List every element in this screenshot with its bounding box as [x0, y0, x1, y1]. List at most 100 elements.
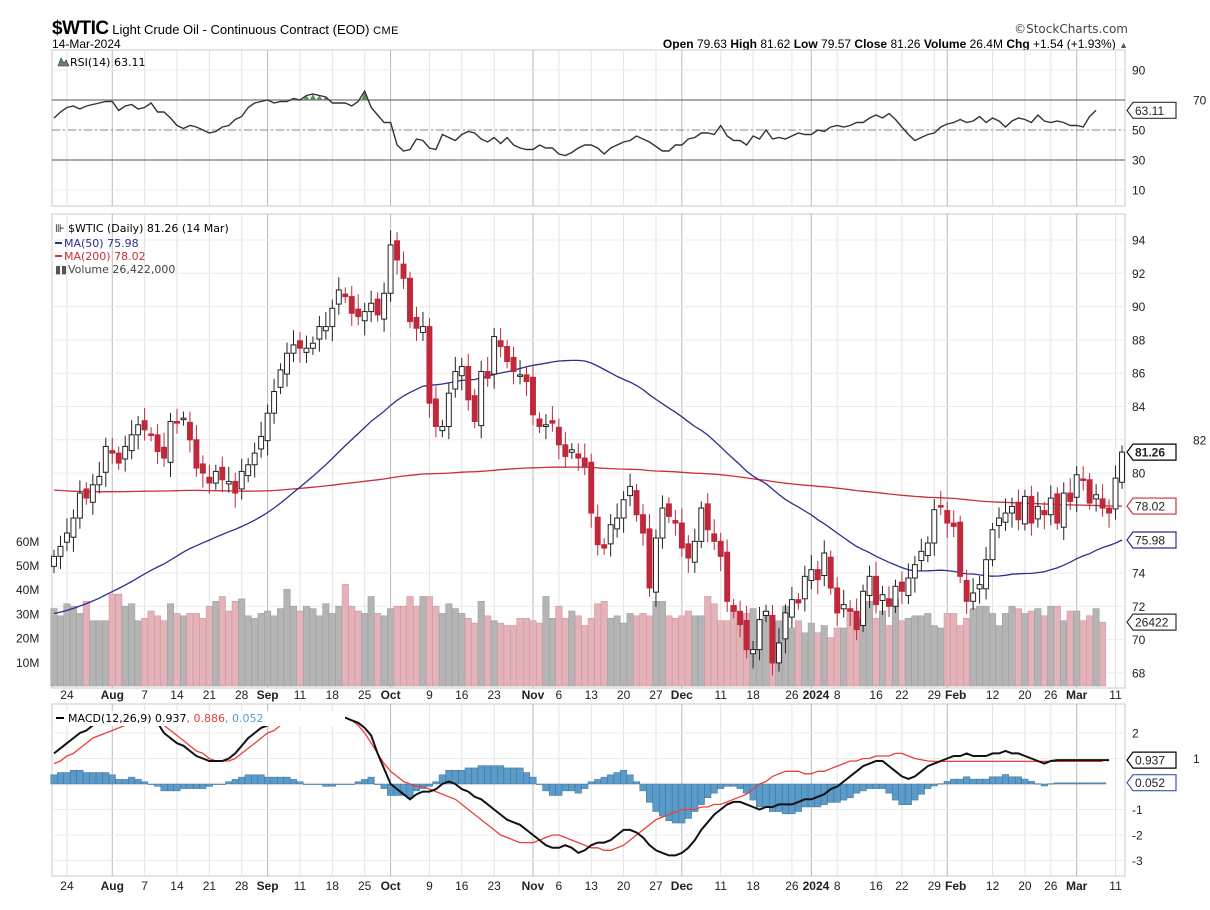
candle-body: [1041, 510, 1048, 516]
candle-body: [853, 610, 860, 631]
macd-histogram-bar: [516, 767, 524, 785]
macd-histogram-bar: [302, 783, 310, 785]
volume-bar: [911, 615, 919, 687]
candle-body: [866, 575, 873, 596]
candle-body: [1119, 451, 1125, 483]
candle-body: [361, 311, 368, 322]
candle-body: [245, 464, 252, 477]
ma200-line: [53, 466, 1122, 507]
candle-body: [996, 517, 1002, 527]
macd-histogram-bar: [600, 776, 608, 785]
candle-body: [432, 398, 439, 427]
x-tick-label: Oct: [381, 688, 401, 702]
volume-bar: [510, 625, 518, 687]
volume-bar: [1014, 608, 1022, 687]
candle-body: [575, 453, 582, 459]
volume-bar: [50, 608, 58, 687]
macd-histogram-bar: [380, 783, 388, 789]
volume-bar: [633, 615, 641, 687]
candle-body: [659, 507, 666, 539]
candle-body: [937, 505, 944, 508]
candle-body: [886, 598, 892, 607]
candle-body: [685, 543, 692, 559]
candle-body: [284, 352, 290, 375]
macd-histogram-bar: [264, 776, 272, 785]
volume-bar: [626, 613, 634, 687]
volume-bar: [82, 601, 90, 687]
macd-histogram-bar: [891, 783, 899, 801]
price-tick-label: 86: [1132, 367, 1146, 381]
x-tick-label: Mar: [1066, 688, 1088, 702]
macd-histogram-bar: [471, 767, 479, 785]
candle-body: [413, 316, 420, 329]
volume-bar: [361, 613, 369, 687]
brand-link[interactable]: ©StockCharts.com: [1014, 22, 1128, 36]
macd-histogram-bar: [529, 776, 537, 785]
volume-bar: [801, 632, 809, 687]
price-tick-label: 92: [1132, 267, 1146, 281]
volume-bar: [179, 615, 187, 687]
volume-bar: [309, 608, 317, 687]
candle-body: [614, 517, 621, 530]
close-price-tag: 81.26: [1126, 443, 1177, 461]
volume-bar: [425, 596, 433, 687]
volume-tick-label: 40M: [16, 583, 39, 597]
candle-body: [452, 371, 459, 390]
macd-histogram-bar: [956, 778, 964, 785]
volume-bar: [684, 610, 692, 687]
macd-histogram-bar: [639, 783, 647, 792]
volume-bar: [762, 610, 770, 687]
macd-histogram-bar: [1060, 782, 1068, 785]
candle-body: [672, 520, 679, 524]
macd-histogram-bar: [646, 783, 653, 803]
macd-histogram-bar: [930, 783, 938, 787]
price-panel: 60M 50M 40M 30M 20M 10M 81.26 78.02 75.98 26422 94…: [16, 230, 1207, 687]
high-label: High: [730, 37, 757, 51]
candle-body: [251, 452, 258, 466]
x-tick-label: 28: [235, 879, 249, 893]
x-tick-label: Mar: [1066, 879, 1088, 893]
candle-body: [620, 499, 627, 519]
rsi-last-value-tag: 63.11: [1126, 101, 1177, 119]
x-tick-label: 7: [141, 688, 148, 702]
volume-bar: [581, 625, 589, 687]
macd-histogram-bar: [607, 774, 615, 785]
candle-body: [801, 575, 808, 600]
volume-bar: [1002, 613, 1009, 687]
volume-bar: [879, 610, 886, 687]
volume-legend: Volume 26,422,000: [68, 263, 175, 276]
candle-body: [821, 552, 828, 576]
macd-histogram-bar: [658, 783, 666, 817]
volume-tick-label: 60M: [16, 535, 39, 549]
macd-histogram-bar: [354, 781, 362, 785]
volume-bar: [471, 622, 479, 687]
macd-histogram-bar: [781, 783, 789, 815]
volume-bar: [529, 620, 537, 687]
volume-bar: [976, 605, 984, 687]
x-tick-label: 12: [986, 879, 1000, 893]
volume-bar: [445, 603, 453, 687]
macd-value-tag-box: [1126, 751, 1177, 769]
macd-histogram-bar: [192, 783, 200, 789]
x-tick-label: Feb: [945, 879, 966, 893]
macd-histogram-bar: [872, 783, 880, 789]
candle-body: [568, 449, 575, 453]
volume-bar: [872, 617, 880, 687]
volume-bar: [348, 605, 356, 687]
macd-histogram-bar: [730, 783, 738, 787]
volume-bar: [730, 605, 738, 687]
macd-histogram-bar: [982, 778, 990, 785]
candle-body: [374, 298, 381, 316]
macd-histogram-bar: [678, 783, 686, 824]
price-tick-label: 88: [1132, 333, 1146, 347]
macd-legend-title: MACD(12,26,9) 0.937: [68, 712, 187, 725]
x-tick-label: 16: [455, 879, 469, 893]
macd-histogram-bar: [1021, 778, 1029, 785]
macd-histogram-bar: [69, 769, 77, 785]
volume-bar: [277, 608, 285, 687]
volume-bar: [244, 615, 252, 687]
candle-body: [458, 366, 465, 377]
candle-body: [122, 445, 129, 460]
x-tick-label: 8: [834, 688, 841, 702]
